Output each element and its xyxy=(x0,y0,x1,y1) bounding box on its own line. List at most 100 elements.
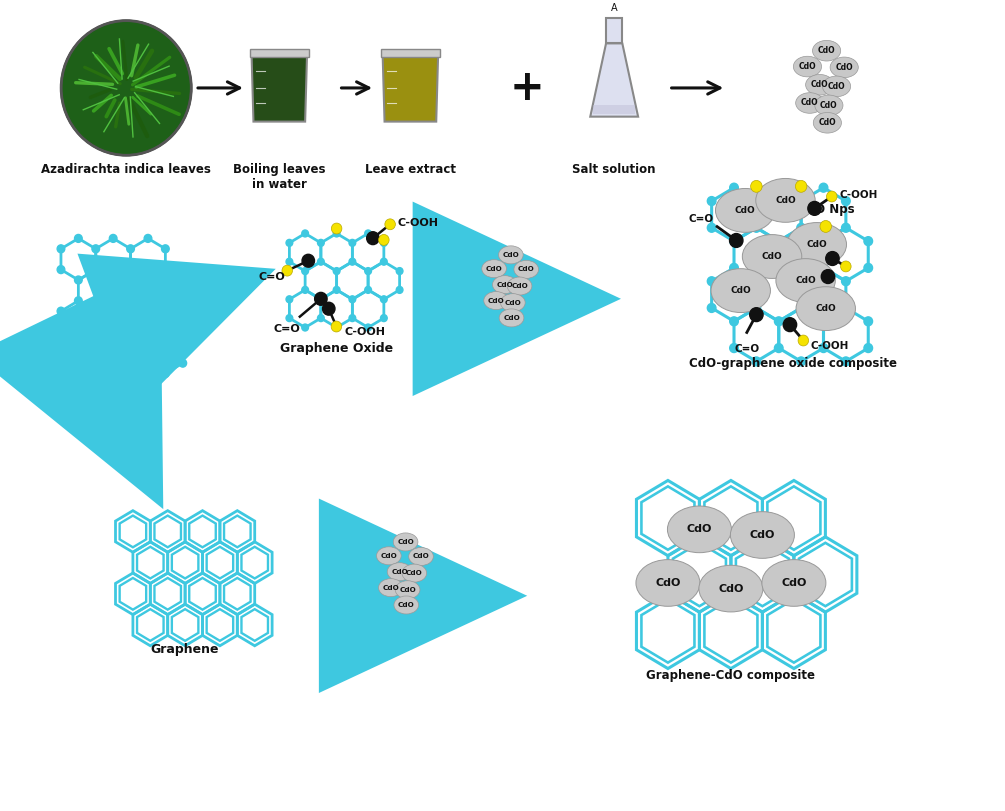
Circle shape xyxy=(821,269,835,284)
Ellipse shape xyxy=(796,287,855,331)
Circle shape xyxy=(795,180,807,192)
Text: CdO: CdO xyxy=(406,570,423,576)
Text: CdO: CdO xyxy=(487,298,505,303)
Circle shape xyxy=(162,370,169,377)
Circle shape xyxy=(334,324,340,331)
Ellipse shape xyxy=(731,512,794,558)
Circle shape xyxy=(752,277,761,285)
Circle shape xyxy=(110,276,117,284)
Text: A: A xyxy=(611,2,617,13)
Circle shape xyxy=(110,234,117,242)
Text: CdO-graphene oxide composite: CdO-graphene oxide composite xyxy=(689,357,897,370)
Circle shape xyxy=(797,357,805,366)
Circle shape xyxy=(797,223,805,232)
Circle shape xyxy=(127,370,135,377)
Text: CdO: CdO xyxy=(795,276,816,285)
Ellipse shape xyxy=(481,260,507,277)
Polygon shape xyxy=(251,54,308,122)
Circle shape xyxy=(381,315,387,322)
Circle shape xyxy=(730,237,739,246)
Circle shape xyxy=(91,245,99,253)
Text: CdO: CdO xyxy=(781,578,807,588)
Text: CdO: CdO xyxy=(655,578,680,588)
Circle shape xyxy=(797,196,805,205)
Ellipse shape xyxy=(815,95,843,116)
Ellipse shape xyxy=(711,268,771,312)
Polygon shape xyxy=(593,105,635,114)
Circle shape xyxy=(730,183,739,192)
Circle shape xyxy=(74,338,82,346)
Circle shape xyxy=(819,183,828,192)
Circle shape xyxy=(379,234,389,246)
Text: CdO: CdO xyxy=(719,584,744,594)
Text: CdO: CdO xyxy=(799,62,816,71)
Text: CdO: CdO xyxy=(735,206,756,215)
Text: CdO: CdO xyxy=(485,266,502,272)
Text: CdO: CdO xyxy=(504,315,520,321)
Circle shape xyxy=(179,276,187,284)
Circle shape xyxy=(798,335,809,346)
Polygon shape xyxy=(590,44,638,117)
Circle shape xyxy=(318,258,325,265)
Text: Graphene-CdO composite: Graphene-CdO composite xyxy=(646,669,815,682)
Circle shape xyxy=(819,344,828,353)
Circle shape xyxy=(91,307,99,315)
Ellipse shape xyxy=(762,560,826,607)
Circle shape xyxy=(385,219,395,230)
Circle shape xyxy=(708,303,716,312)
Circle shape xyxy=(127,266,135,273)
Ellipse shape xyxy=(787,222,846,266)
Text: C=O: C=O xyxy=(258,272,285,281)
Circle shape xyxy=(162,245,169,253)
Circle shape xyxy=(162,266,169,273)
Text: CdO: CdO xyxy=(397,539,414,545)
Circle shape xyxy=(751,180,762,192)
Polygon shape xyxy=(383,54,438,122)
Ellipse shape xyxy=(776,259,835,303)
Circle shape xyxy=(315,293,327,305)
Circle shape xyxy=(367,232,379,245)
Circle shape xyxy=(775,317,783,326)
Circle shape xyxy=(864,264,872,272)
Circle shape xyxy=(110,338,117,346)
Ellipse shape xyxy=(409,547,433,565)
Circle shape xyxy=(74,359,82,367)
Text: Graphene: Graphene xyxy=(151,643,219,656)
Circle shape xyxy=(127,245,135,253)
Circle shape xyxy=(334,230,340,237)
Text: CdO: CdO xyxy=(762,252,783,261)
Circle shape xyxy=(841,223,850,232)
Text: CdO: CdO xyxy=(398,602,415,608)
Text: CdO: CdO xyxy=(835,63,853,72)
Text: CdO: CdO xyxy=(383,585,399,590)
Ellipse shape xyxy=(812,41,841,61)
FancyBboxPatch shape xyxy=(381,49,440,58)
Circle shape xyxy=(74,276,82,284)
Ellipse shape xyxy=(636,560,699,607)
Ellipse shape xyxy=(796,92,824,114)
Circle shape xyxy=(826,191,837,202)
Circle shape xyxy=(144,234,152,242)
Ellipse shape xyxy=(514,260,539,278)
Text: CdO: CdO xyxy=(818,46,835,55)
Circle shape xyxy=(302,268,309,275)
Circle shape xyxy=(730,317,739,326)
Circle shape xyxy=(365,230,372,237)
Circle shape xyxy=(334,286,340,294)
Circle shape xyxy=(864,237,872,246)
Circle shape xyxy=(323,303,335,315)
Circle shape xyxy=(57,328,64,336)
Text: C-OOH: C-OOH xyxy=(344,328,385,337)
Ellipse shape xyxy=(822,76,850,97)
Ellipse shape xyxy=(830,57,858,78)
Text: CdO: CdO xyxy=(731,286,751,295)
Circle shape xyxy=(302,324,309,331)
Circle shape xyxy=(91,328,99,336)
Circle shape xyxy=(381,239,387,247)
Circle shape xyxy=(841,357,850,366)
Text: CdO: CdO xyxy=(512,283,528,289)
Text: CdO: CdO xyxy=(815,304,836,313)
Ellipse shape xyxy=(483,292,509,310)
Circle shape xyxy=(708,223,716,232)
Circle shape xyxy=(752,357,761,366)
